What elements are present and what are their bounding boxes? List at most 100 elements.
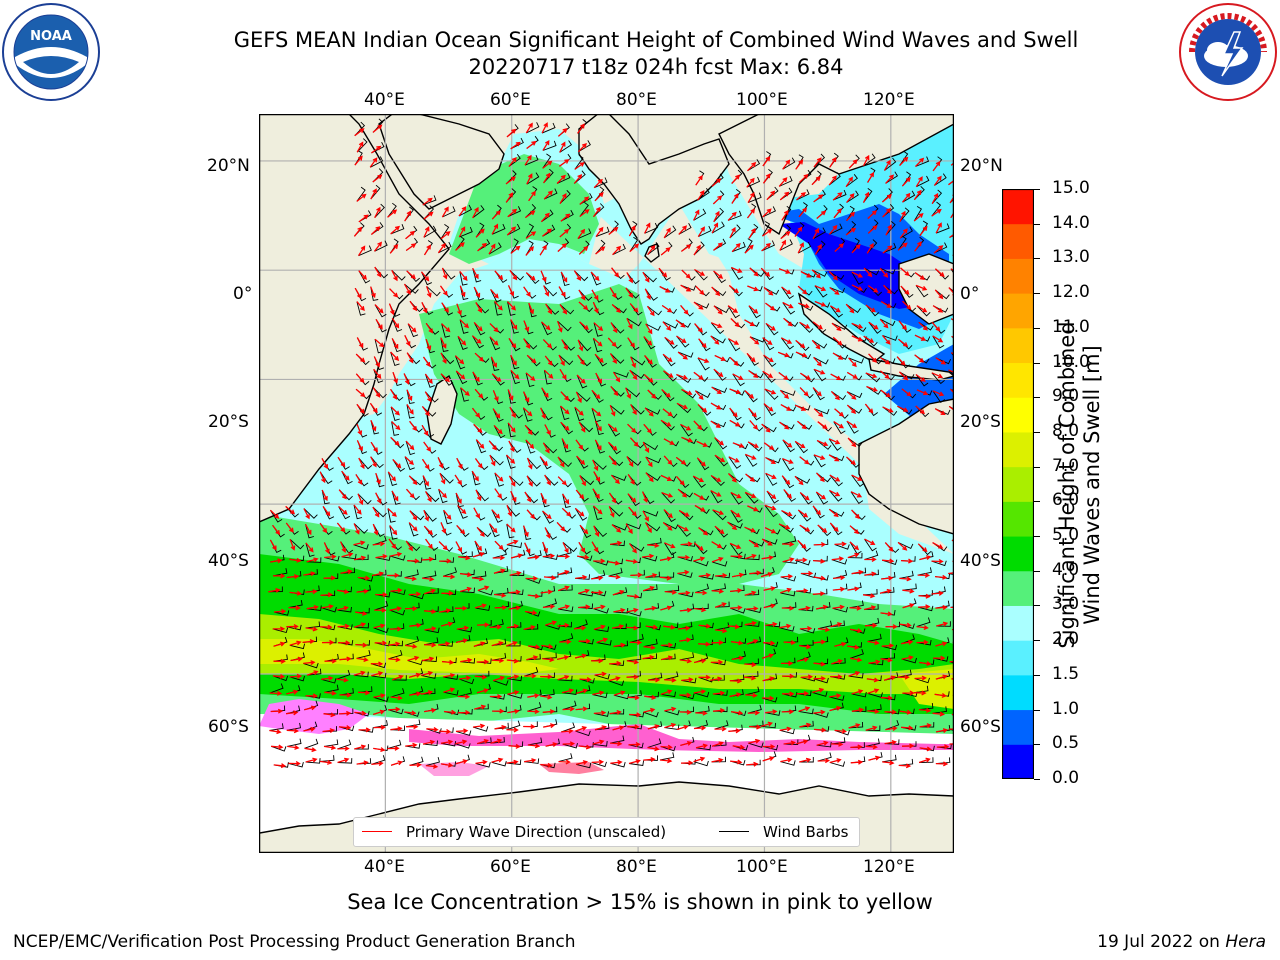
- wind-barb: [596, 640, 612, 646]
- wind-barb: [476, 527, 492, 538]
- wind-barb: [816, 472, 831, 483]
- wave-direction-arrow: [698, 674, 711, 680]
- wave-direction-legend-label: Primary Wave Direction (unscaled): [406, 823, 667, 841]
- wave-direction-arrow: [593, 710, 607, 716]
- wave-direction-arrow: [813, 558, 826, 564]
- wave-direction-arrow: [932, 160, 941, 172]
- wave-direction-arrow: [713, 270, 724, 279]
- wave-direction-arrow: [373, 368, 382, 379]
- wave-direction-arrow: [526, 354, 537, 364]
- wave-direction-arrow: [405, 440, 415, 451]
- wave-direction-arrow: [460, 586, 472, 593]
- wind-barb: [522, 407, 533, 422]
- wave-direction-arrow: [694, 504, 706, 512]
- wind-barb: [577, 555, 593, 561]
- wave-direction-arrow: [676, 373, 688, 380]
- wave-direction-arrow: [557, 570, 570, 576]
- wave-direction-arrow: [813, 356, 822, 367]
- wave-direction-arrow: [559, 159, 570, 167]
- wind-barb: [812, 339, 828, 349]
- wind-barb: [353, 523, 369, 534]
- wind-barb: [556, 172, 571, 184]
- wave-direction-arrow: [505, 176, 516, 185]
- wave-direction-arrow: [645, 573, 658, 579]
- wind-barb: [828, 438, 842, 451]
- wave-direction-arrow: [306, 670, 319, 676]
- wave-direction-arrow: [509, 570, 522, 576]
- wind-barb: [574, 154, 584, 170]
- wave-direction-arrow: [765, 456, 777, 465]
- wind-barb: [850, 491, 864, 505]
- wind-barb: [781, 510, 797, 520]
- wind-barb: [458, 678, 475, 685]
- wave-direction-arrow: [306, 557, 319, 563]
- wind-barb: [525, 372, 535, 388]
- wave-direction-arrow: [542, 709, 556, 715]
- wave-direction-arrow: [323, 575, 337, 581]
- wave-direction-arrow: [355, 474, 363, 485]
- wave-direction-arrow: [932, 390, 945, 397]
- wind-barb: [561, 722, 576, 733]
- wave-direction-arrow: [389, 288, 399, 298]
- wave-direction-arrow: [749, 570, 762, 576]
- wave-direction-arrow: [747, 192, 755, 203]
- wind-barb: [440, 373, 454, 386]
- wave-direction-arrow: [849, 541, 860, 551]
- wind-barb: [913, 206, 923, 222]
- wind-barb: [370, 662, 387, 669]
- wave-direction-arrow: [390, 760, 403, 766]
- wave-direction-arrow: [828, 508, 839, 518]
- wave-direction-arrow: [455, 728, 469, 734]
- wave-direction-arrow: [525, 576, 539, 581]
- wind-barb: [575, 574, 590, 580]
- wave-direction-arrow: [356, 423, 363, 436]
- wave-direction-arrow: [577, 123, 585, 134]
- wind-barb: [608, 220, 619, 235]
- wave-direction-arrow: [746, 639, 759, 645]
- wave-direction-arrow: [676, 335, 687, 344]
- wave-direction-arrow: [388, 657, 401, 663]
- wind-barb: [643, 336, 656, 350]
- wave-direction-arrow: [507, 422, 516, 433]
- wind-barb: [457, 688, 472, 697]
- wind-barb: [794, 475, 811, 484]
- wave-direction-arrow: [935, 641, 948, 647]
- wave-direction-arrow: [710, 474, 722, 482]
- wave-direction-arrow: [477, 738, 489, 745]
- wind-barb: [863, 267, 880, 276]
- wind-barb: [847, 552, 863, 559]
- wave-direction-arrow: [779, 191, 790, 201]
- wave-direction-arrow: [898, 371, 909, 381]
- wave-direction-arrow: [524, 154, 532, 166]
- wind-barb: [372, 387, 387, 399]
- wave-direction-arrow: [593, 525, 600, 538]
- wave-direction-arrow: [593, 558, 606, 564]
- wind-barb: [782, 302, 796, 315]
- wind-barb: [693, 208, 707, 221]
- wave-direction-arrow: [817, 758, 831, 764]
- wave-direction-arrow: [762, 208, 772, 218]
- wave-direction-arrow: [526, 509, 536, 520]
- wind-barb: [493, 425, 506, 439]
- wave-direction-arrow: [779, 421, 790, 430]
- wind-barb: [865, 617, 880, 627]
- wave-direction-arrow: [696, 457, 706, 467]
- wind-barb: [865, 372, 881, 383]
- wind-barb: [424, 588, 439, 595]
- colorbar-tick-mark: [1034, 189, 1040, 190]
- wind-barb: [542, 153, 552, 169]
- wind-barb: [592, 741, 608, 747]
- colorbar-tick-mark: [1034, 640, 1040, 642]
- wave-direction-arrow: [696, 440, 709, 447]
- wave-direction-arrow: [286, 689, 299, 695]
- wind-barb: [780, 760, 796, 766]
- wind-barb: [677, 572, 693, 578]
- wave-direction-arrow: [562, 542, 569, 554]
- wave-direction-arrow: [592, 459, 599, 472]
- wave-direction-arrow: [918, 321, 928, 331]
- wave-direction-arrow: [935, 674, 948, 680]
- wind-barb: [628, 742, 644, 749]
- wave-direction-arrow: [488, 243, 496, 255]
- wind-barb: [931, 372, 945, 385]
- colorbar-tick-label: 14.0: [1052, 212, 1090, 233]
